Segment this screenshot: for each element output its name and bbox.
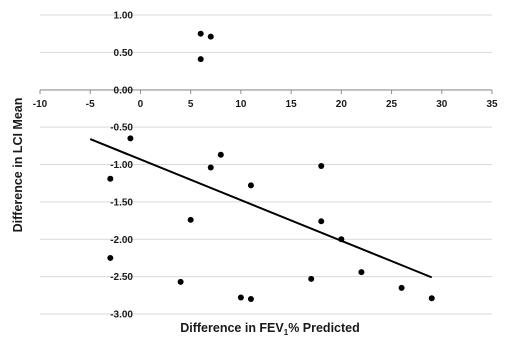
data-point	[338, 236, 345, 243]
data-point	[177, 278, 184, 285]
x-axis	[39, 89, 493, 94]
data-point	[398, 284, 405, 291]
data-point	[127, 135, 134, 142]
x-axis-title: Difference in FEV1% Predicted	[180, 321, 360, 337]
data-point	[428, 295, 435, 302]
data-point	[318, 218, 325, 225]
data-point	[107, 175, 114, 182]
x-tick-label: 35	[486, 99, 498, 110]
data-point	[237, 294, 244, 301]
trendline	[89, 138, 433, 279]
y-tick-label: -2.50	[110, 272, 133, 283]
data-point	[247, 182, 254, 189]
data-point	[197, 30, 204, 37]
y-tick-label: 1.00	[114, 11, 134, 22]
x-tick-label: 20	[336, 99, 348, 110]
x-tick-label: 30	[436, 99, 448, 110]
data-point	[197, 56, 204, 63]
trendline-group	[89, 138, 433, 279]
x-tick-label: 15	[286, 99, 298, 110]
x-tick-label: 0	[138, 99, 144, 110]
x-tick-label: 25	[386, 99, 398, 110]
tick-labels: 1.00 0.50 0.00 -0.50 -1.00 -1.50 -2.00 -2.50 -3.…	[33, 11, 498, 321]
data-point	[308, 275, 315, 282]
y-tick-label: -1.50	[110, 197, 133, 208]
data-point	[207, 33, 214, 40]
data-point	[107, 254, 114, 261]
data-point	[247, 296, 254, 303]
x-tick-label: 5	[188, 99, 194, 110]
data-point	[318, 162, 325, 169]
data-points	[107, 30, 435, 303]
y-tick-label: 0.50	[114, 48, 134, 59]
y-axis-title: Difference in LCI Mean	[11, 98, 25, 233]
data-point	[217, 151, 224, 158]
x-tick-label: -10	[33, 99, 48, 110]
x-tick-label: 10	[235, 99, 247, 110]
data-point	[358, 269, 365, 276]
y-tick-label: 0.00	[114, 85, 134, 96]
y-tick-label: -1.00	[110, 160, 133, 171]
y-tick-label: -0.50	[110, 123, 133, 134]
grid-lines	[40, 14, 492, 315]
x-tick-label: -5	[86, 99, 95, 110]
data-point	[187, 216, 194, 223]
y-tick-label: -2.00	[110, 235, 133, 246]
y-tick-label: -3.00	[110, 310, 133, 321]
data-point	[207, 164, 214, 171]
